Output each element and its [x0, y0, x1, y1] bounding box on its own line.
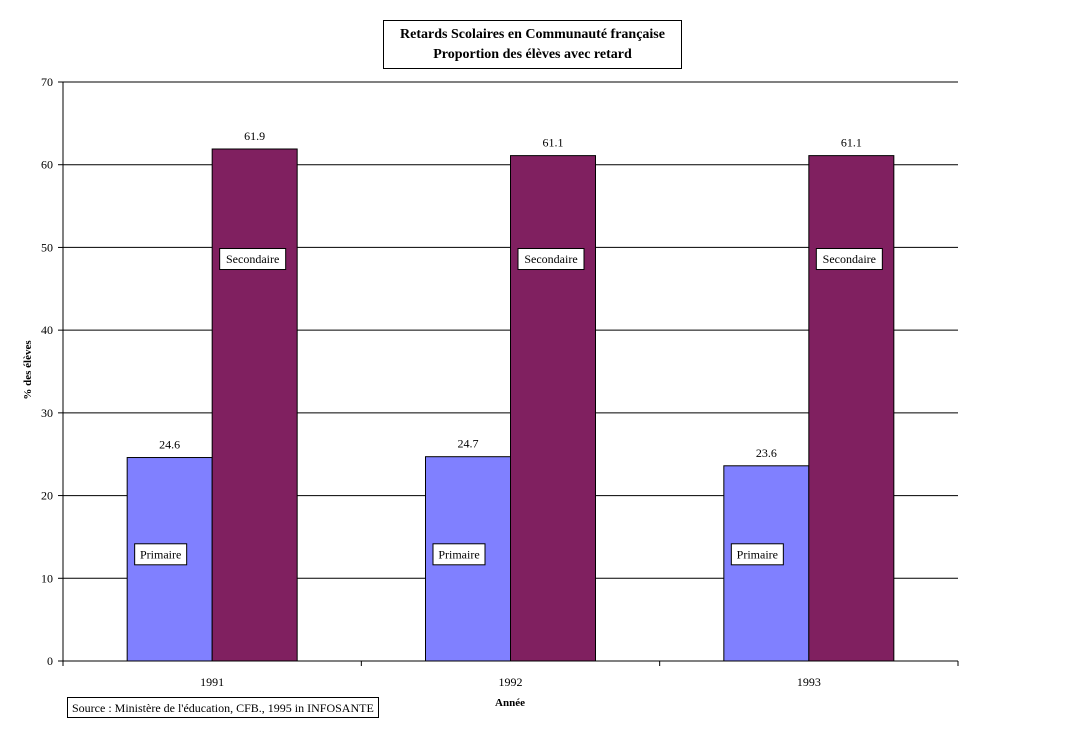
- bar-secondaire-1991: [211, 148, 298, 662]
- series-label: Secondaire: [524, 252, 577, 266]
- series-label-box: [432, 543, 486, 566]
- series-label: Primaire: [140, 547, 181, 561]
- x-tick-label: 1993: [797, 675, 821, 689]
- y-tick-label: 20: [41, 489, 53, 503]
- data-label: 61.9: [244, 129, 265, 143]
- x-axis-label: Année: [495, 697, 525, 709]
- y-tick-label: 60: [41, 158, 53, 172]
- y-tick-label: 0: [47, 654, 53, 668]
- series-label-box: [815, 248, 883, 271]
- series-label-box: [730, 543, 784, 566]
- data-label: 61.1: [841, 136, 862, 150]
- chart-title-box: Retards Scolaires en Communauté français…: [383, 20, 682, 69]
- y-tick-label: 70: [41, 75, 53, 89]
- y-tick-label: 40: [41, 323, 53, 337]
- x-tick-label: 1991: [200, 675, 224, 689]
- x-tick-label: 1992: [499, 675, 523, 689]
- series-label-box: [134, 543, 188, 566]
- series-label: Secondaire: [226, 252, 279, 266]
- y-axis-label: % des élèves: [22, 340, 34, 400]
- y-tick-label: 50: [41, 240, 53, 254]
- source-note: Source : Ministère de l'éducation, CFB.,…: [67, 697, 379, 718]
- series-label: Secondaire: [823, 252, 876, 266]
- data-label: 24.6: [159, 438, 180, 452]
- bar-secondaire-1992: [510, 155, 596, 662]
- series-label: Primaire: [438, 547, 479, 561]
- data-label: 24.7: [458, 437, 479, 451]
- bar-secondaire-1993: [808, 155, 895, 662]
- series-label-box: [517, 248, 585, 271]
- y-tick-label: 10: [41, 571, 53, 585]
- chart-subtitle: Proportion des élèves avec retard: [433, 47, 632, 62]
- series-label: Primaire: [737, 547, 778, 561]
- series-label-box: [219, 248, 287, 271]
- data-label: 61.1: [543, 136, 564, 150]
- data-label: 23.6: [756, 446, 777, 460]
- chart-title: Retards Scolaires en Communauté français…: [400, 27, 665, 42]
- y-tick-label: 30: [41, 406, 53, 420]
